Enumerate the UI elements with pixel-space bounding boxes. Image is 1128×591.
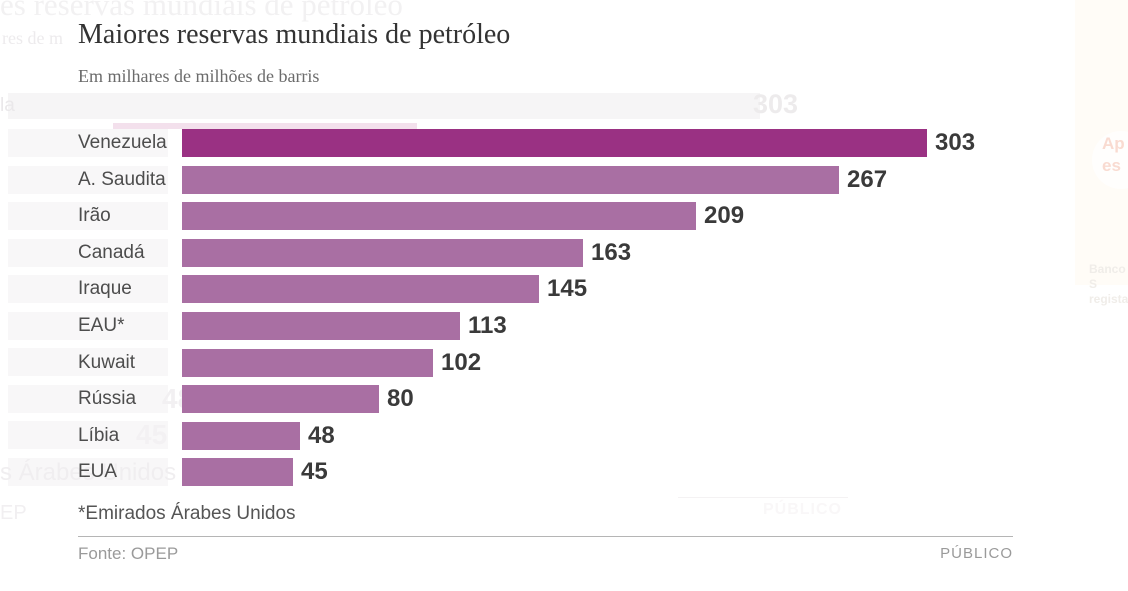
bar-label: Kuwait [78, 351, 136, 373]
ghost-label-strip [8, 312, 168, 340]
bar-value: 163 [591, 238, 632, 266]
bar-value: 113 [468, 311, 507, 339]
bar-row: Irão 209 [78, 202, 1068, 231]
ghost-bar-stripe [113, 123, 417, 129]
source-text: Fonte: OPEP [78, 544, 179, 563]
ghost-promo-text: Ap es [1102, 133, 1125, 177]
ghost-title-text: es reservas mundiais de petróleo [0, 0, 403, 22]
bar [182, 421, 300, 450]
bar-value: 102 [441, 348, 482, 376]
footer-divider [78, 536, 1013, 537]
bar [182, 311, 460, 340]
bar-label: EAU* [78, 314, 125, 336]
bar [182, 238, 583, 267]
bar [182, 348, 433, 377]
bar-row: EUA 45 [78, 458, 1068, 487]
chart-subtitle: Em milhares de milhões de barris [78, 66, 320, 86]
ghost-value-303: 303 [753, 89, 799, 119]
bar-row: Kuwait 102 [78, 348, 1068, 377]
ghost-promo-line2: es [1102, 156, 1121, 175]
bar-value: 303 [935, 129, 976, 156]
ghost-row-band [8, 93, 760, 119]
bar-chart: Venezuela 303 A. Saudita 267 Irão 209 Canadá 16… [78, 129, 1068, 495]
bar-row: EAU* 113 [78, 311, 1068, 340]
bar-label: EUA [78, 461, 118, 483]
ghost-source-fragment: EP [0, 502, 27, 524]
ghost-divider-line [678, 497, 848, 498]
bar-row: Venezuela 303 [78, 129, 1068, 157]
bar [182, 385, 379, 414]
bar-value: 209 [704, 202, 745, 230]
bar [182, 202, 696, 231]
bar-label: Líbia [78, 424, 120, 446]
ghost-label-strip [8, 458, 168, 486]
bar [182, 165, 839, 194]
bar-row: Líbia 48 [78, 421, 1068, 450]
credit-text: PÚBLICO [940, 545, 1013, 562]
ghost-label-strip [8, 166, 168, 194]
bar-label: Rússia [78, 388, 137, 410]
ghost-label-strip [8, 348, 168, 376]
ghost-promo-line1: Ap [1102, 134, 1125, 153]
bar-value: 267 [847, 165, 888, 193]
ghost-label-strip [8, 275, 168, 303]
ghost-card-text: Banco Sregistad [1089, 262, 1128, 307]
bar-row: Rússia 80 [78, 385, 1068, 414]
bar-value: 48 [308, 421, 335, 449]
chart-footnote: *Emirados Árabes Unidos [78, 503, 296, 524]
ghost-value-45: 45 [136, 419, 168, 450]
bar [182, 458, 293, 487]
chart-title: Maiores reservas mundiais de petróleo [78, 19, 511, 50]
bar-row: Iraque 145 [78, 275, 1068, 304]
bar-row: A. Saudita 267 [78, 165, 1068, 194]
bar [182, 275, 539, 304]
bar-label: Iraque [78, 278, 132, 300]
bar-label: Canadá [78, 241, 145, 263]
ghost-label-strip [8, 129, 168, 157]
bar-label: Irão [78, 205, 111, 227]
bar-row: Canadá 163 [78, 238, 1068, 267]
ghost-label-strip [8, 239, 168, 267]
bar-label: Venezuela [78, 132, 167, 153]
ghost-label-strip [8, 421, 168, 449]
ghost-label-strip [8, 385, 168, 413]
bar-value: 45 [301, 458, 328, 486]
bar [182, 129, 927, 157]
ghost-card-line1: Banco S [1089, 262, 1126, 291]
ghost-label-fragment: la [0, 95, 15, 116]
ghost-subtitle-text: res de m [2, 28, 63, 48]
ghost-card-line2: registad [1089, 292, 1128, 306]
ghost-label-strip [8, 202, 168, 230]
bar-value: 145 [547, 275, 588, 303]
bar-value: 80 [387, 385, 414, 413]
ghost-footnote-fragment: s Árabes Unidos [0, 459, 177, 486]
bar-label: A. Saudita [78, 168, 166, 190]
ghost-credit-text: PÚBLICO [763, 501, 842, 518]
